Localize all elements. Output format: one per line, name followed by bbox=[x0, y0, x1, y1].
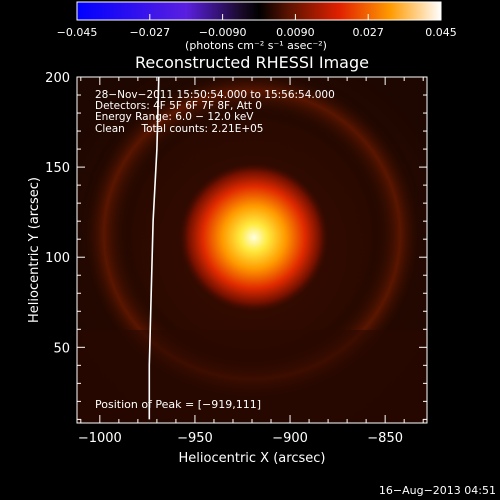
y-tick-label: 150 bbox=[45, 161, 70, 176]
colorbar-tick-label: 0.027 bbox=[352, 26, 384, 39]
x-tick-label: −950 bbox=[177, 431, 213, 446]
colorbar-tick-label: 0.045 bbox=[425, 26, 457, 39]
y-tick-label: 200 bbox=[45, 71, 70, 86]
colorbar-tick-label: −0.0090 bbox=[199, 26, 247, 39]
annotation-detectors: Detectors: 4F 5F 6F 7F 8F, Att 0 bbox=[95, 100, 262, 112]
x-tick-label: −1000 bbox=[78, 431, 122, 446]
y-axis-label: Heliocentric Y (arcsec) bbox=[27, 177, 42, 323]
y-tick-label: 100 bbox=[45, 251, 70, 266]
bottom-lobe bbox=[77, 330, 427, 423]
colorbar-unit-label: (photons cm⁻² s⁻¹ asec⁻²) bbox=[185, 39, 327, 52]
colorbar-tick-label: 0.0090 bbox=[276, 26, 315, 39]
annotation-clean-counts: Clean Total counts: 2.21E+05 bbox=[95, 123, 264, 135]
colorbar-tick-label: −0.027 bbox=[129, 26, 170, 39]
colorbar: −0.045 −0.027 −0.0090 0.0090 0.027 0.045 (pho… bbox=[57, 1, 457, 52]
solar-limb-curve bbox=[148, 77, 160, 420]
footer-timestamp: 16−Aug−2013 04:51 bbox=[379, 484, 496, 497]
image-area bbox=[77, 77, 427, 423]
colorbar-tick-label: −0.045 bbox=[57, 26, 98, 39]
annotation-energy-range: Energy Range: 6.0 − 12.0 keV bbox=[95, 111, 254, 123]
chart-title: Reconstructed RHESSI Image bbox=[135, 53, 369, 72]
annotations: 28−Nov−2011 15:50:54.000 to 15:56:54.000… bbox=[95, 89, 335, 411]
axis-ticks: −1000 −950 −900 −850 50 100 150 200 bbox=[45, 71, 427, 446]
x-axis-label: Heliocentric X (arcsec) bbox=[179, 451, 326, 466]
annotation-peak-position: Position of Peak = [−919,111] bbox=[95, 398, 261, 411]
x-tick-label: −850 bbox=[367, 431, 403, 446]
colorbar-ticks: −0.045 −0.027 −0.0090 0.0090 0.027 0.045 bbox=[57, 14, 457, 39]
source-blob bbox=[178, 162, 329, 313]
y-tick-label: 50 bbox=[53, 341, 70, 356]
x-tick-label: −900 bbox=[272, 431, 308, 446]
annotation-time-range: 28−Nov−2011 15:50:54.000 to 15:56:54.000 bbox=[95, 89, 335, 101]
colorbar-gradient bbox=[76, 1, 442, 21]
